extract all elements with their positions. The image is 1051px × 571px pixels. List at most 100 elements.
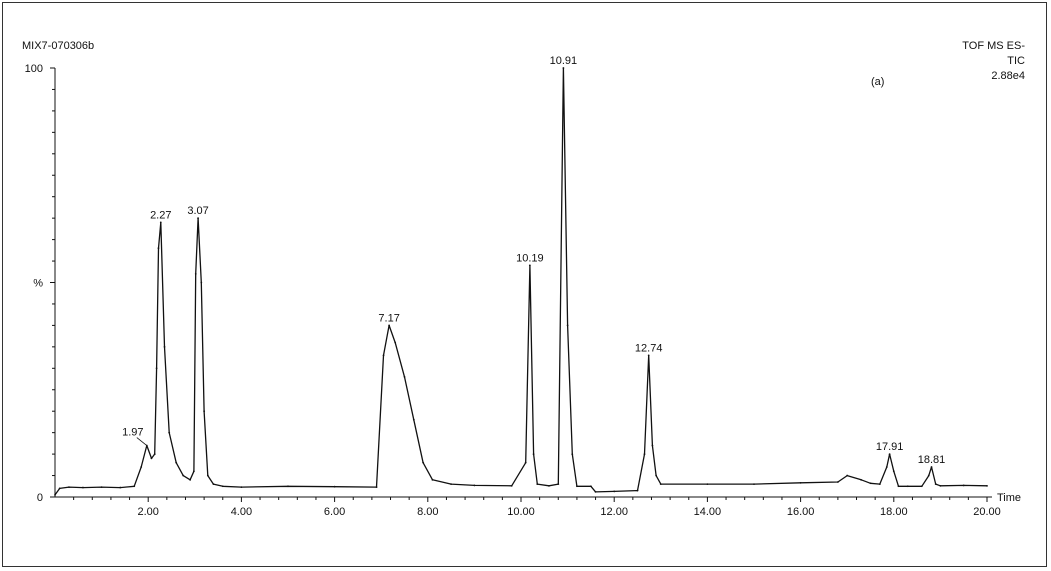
trace-point: [892, 470, 895, 473]
trace-point: [939, 484, 942, 487]
trace-point: [536, 483, 539, 486]
panel-tag-label: (a): [871, 76, 885, 88]
trace-point: [473, 484, 476, 487]
y-axis-label: %: [33, 278, 43, 290]
trace-point: [532, 453, 535, 455]
trace-point: [651, 444, 654, 447]
x-axis-title: Time: [997, 492, 1021, 504]
trace-point: [431, 478, 434, 481]
acquisition-mode-label: TOF MS ES-: [962, 40, 1025, 52]
trace-point: [133, 485, 136, 488]
trace-point: [203, 410, 206, 413]
trace-point: [206, 474, 209, 477]
trace-point: [655, 474, 658, 477]
trace-point: [836, 481, 839, 483]
peak-label: 1.97: [122, 427, 143, 439]
trace-point: [524, 461, 527, 464]
trace-point: [450, 483, 452, 486]
peak-label: 2.27: [150, 209, 171, 221]
trace-point: [155, 367, 158, 370]
trace-point: [576, 485, 578, 488]
x-tick-label: 8.00: [417, 506, 438, 518]
trace-point: [119, 486, 122, 489]
trace-point: [613, 490, 616, 493]
trace-point: [934, 483, 937, 486]
trace-point: [333, 485, 336, 488]
trace-point: [388, 324, 391, 327]
peak-label: 17.91: [876, 441, 904, 453]
trace-point: [422, 461, 425, 464]
sample-id-label: MIX7-070306b: [22, 40, 95, 52]
tic-trace-line: [54, 67, 988, 496]
trace-point: [906, 485, 909, 488]
trace-point: [647, 354, 650, 357]
trace-point: [375, 486, 378, 489]
trace-point: [100, 486, 103, 489]
x-tick-label: 10.00: [507, 506, 535, 518]
peak-label-leader: [136, 437, 148, 446]
trace-point: [566, 324, 569, 327]
trace-point: [799, 481, 802, 484]
peak-label: 10.91: [550, 55, 578, 67]
y-tick-label-100: 100: [25, 63, 43, 75]
trace-point: [287, 485, 289, 488]
trace-point: [986, 484, 988, 487]
trace-point: [878, 483, 881, 486]
trace-point: [182, 474, 185, 477]
trace-point: [58, 487, 61, 490]
trace-point: [930, 466, 933, 468]
trace-point: [885, 466, 888, 468]
trace-point: [159, 221, 162, 224]
trace-point: [189, 478, 192, 481]
trace-point: [200, 281, 203, 284]
x-tick-label: 14.00: [694, 506, 722, 518]
trace-point: [412, 418, 415, 421]
trace-point: [140, 466, 143, 468]
trace-point: [860, 478, 863, 481]
trace-point: [562, 67, 565, 69]
peak-label: 10.19: [516, 252, 544, 264]
trace-point: [221, 485, 224, 488]
x-tick-label: 12.00: [600, 506, 628, 518]
trace-point: [153, 453, 156, 455]
trace-point: [54, 493, 56, 496]
trace-point: [888, 453, 891, 455]
trace-type-label: TIC: [1007, 55, 1025, 67]
trace-point: [197, 217, 199, 220]
trace-point: [869, 482, 872, 485]
y-tick-label-0: 0: [37, 492, 43, 504]
trace-point: [528, 264, 531, 267]
x-tick-label: 4.00: [231, 506, 252, 518]
trace-point: [962, 484, 965, 487]
peak-label: 7.17: [378, 312, 399, 324]
trace-point: [557, 483, 560, 486]
trace-point: [175, 461, 178, 464]
trace-point: [594, 490, 597, 493]
trace-point: [163, 345, 166, 348]
trace-point: [897, 485, 900, 488]
trace-point: [212, 483, 215, 486]
trace-point: [68, 486, 70, 489]
trace-point: [571, 453, 574, 455]
peak-label: 18.81: [918, 454, 946, 466]
intensity-label: 2.88e4: [991, 70, 1025, 82]
trace-point: [157, 247, 160, 250]
x-tick-label: 2.00: [137, 506, 158, 518]
trace-point: [403, 375, 406, 378]
trace-point: [927, 474, 930, 477]
trace-point: [150, 457, 153, 460]
x-tick-label: 16.00: [787, 506, 815, 518]
trace-point: [82, 486, 84, 489]
trace-point: [659, 483, 662, 486]
trace-point: [590, 485, 592, 488]
peak-label: 3.07: [187, 205, 208, 217]
trace-point: [192, 470, 195, 473]
trace-point: [194, 273, 197, 275]
trace-point: [706, 483, 709, 486]
x-tick-label: 18.00: [880, 506, 908, 518]
trace-point: [753, 483, 755, 486]
x-tick-label: 20.00: [973, 506, 1001, 518]
x-tick-label: 6.00: [324, 506, 345, 518]
